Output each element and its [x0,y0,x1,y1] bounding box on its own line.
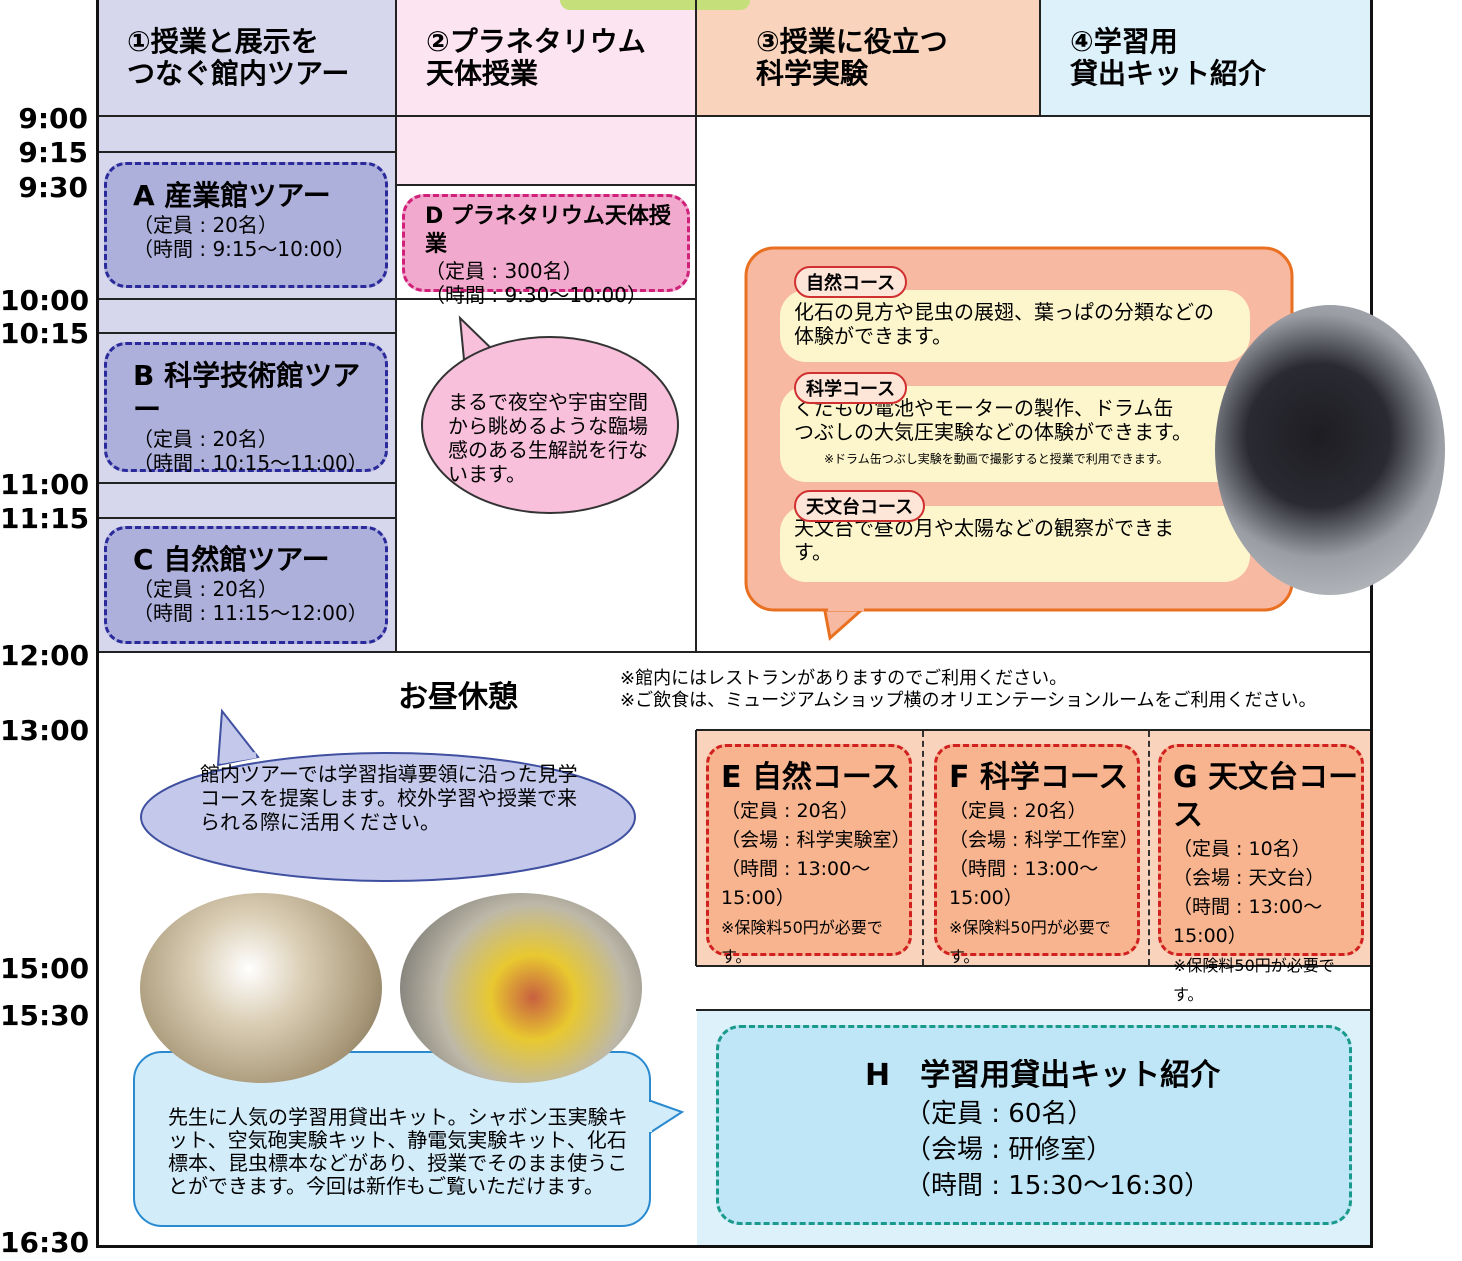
time: 16:30 [0,1226,90,1259]
line [695,0,697,652]
tour-capacity: （定員 : 20名） [133,427,278,451]
tour-title: C 自然館ツアー [133,543,330,576]
speech-bubble-shape [133,1051,685,1227]
tour-time: （時間 : 11:15～12:00） [133,601,368,625]
column-header: ②プラネタリウム 天体授業 [396,0,696,116]
decoration [560,0,750,10]
experiment-note: ※保険料50円が必要です。 [1173,956,1335,1004]
planetarium-bubble: まるで夜空や宇宙空間 から眺めるような臨場 感のある生解説を行な います。 [448,390,648,486]
lunch-notes: ※館内にはレストランがありますのでご利用ください。 ※ご飲食は、ミュージアムショッ… [620,668,1317,712]
experiment-venue: （会場 : 科学工作室） [949,829,1139,851]
experiment-capacity: （定員 : 20名） [949,800,1087,822]
tour-box: C 自然館ツアー （定員 : 20名） （時間 : 11:15～12:00） [104,526,388,644]
photo [400,893,642,1083]
line [396,184,696,186]
separator [1148,731,1150,965]
line [695,730,697,966]
line [1039,0,1041,116]
time: 15:00 [0,952,90,985]
experiment-time: （時間 : 13:00～15:00） [721,858,871,909]
experiment-note: ※保険料50円が必要です。 [721,918,883,966]
tour-time: （時間 : 10:15～11:00） [133,451,368,475]
experiment-time: （時間 : 13:00～15:00） [949,858,1099,909]
kit-venue: （会場 : 研修室） [905,1135,1113,1165]
lunch-note: ※館内にはレストランがありますのでご利用ください。 [620,668,1068,689]
time: 9:30 [18,171,88,204]
speech-bubble-shape [421,315,679,514]
course-name: 自然コース [794,266,908,298]
planetarium-title: D プラネタリウム天体授業 [425,204,671,257]
experiment-title: F 科学コース [949,760,1129,795]
separator [922,731,924,965]
line [97,651,1370,653]
experiment-box: E 自然コース （定員 : 20名） （会場 : 科学実験室） （時間 : 13… [706,744,912,966]
line [395,0,397,652]
tour-capacity: （定員 : 20名） [133,213,278,237]
experiment-venue: （会場 : 科学実験室） [721,829,911,851]
line [97,482,396,484]
time: 11:00 [0,468,90,501]
column-header: ④学習用 貸出キット紹介 [1040,0,1370,116]
experiment-title: G 天文台コース [1173,760,1359,833]
experiment-capacity: （定員 : 20名） [721,800,859,822]
time: 10:15 [0,317,90,350]
line [696,965,1370,967]
column-header: ③授業に役立つ 科学実験 [696,0,1040,116]
line [97,151,396,153]
planetarium-time: （時間 : 9:30～10:00） [425,283,648,307]
line [696,1009,1370,1011]
course-name: 科学コース [794,372,908,404]
planetarium-capacity: （定員 : 300名） [425,259,583,283]
kit-box: H 学習用貸出キット紹介 （定員 : 60名） （会場 : 研修室） （時間 :… [716,1025,1352,1225]
column-header: ①授業と展示を つなぐ館内ツアー [97,0,396,116]
tour-capacity: （定員 : 20名） [133,577,278,601]
time: 11:15 [0,502,90,535]
experiment-time: （時間 : 13:00～15:00） [1173,896,1323,947]
course-text: くだもの電池やモーターの製作、ドラム缶 つぶしの大気圧実験などの体験ができます。… [780,386,1250,482]
experiment-title: E 自然コース [721,760,901,795]
time: 9:00 [18,102,88,135]
kit-title: H 学習用貸出キット紹介 [865,1058,1221,1093]
lunch-note: ※ご飲食は、ミュージアムショップ横のオリエンテーションルームをご利用ください。 [620,690,1317,711]
speech-bubble-shape [140,708,636,882]
tour-box: B 科学技術館ツアー （定員 : 20名） （時間 : 10:15～11:00） [104,342,388,475]
kit-time: （時間 : 15:30～16:30） [905,1171,1211,1201]
experiment-box: G 天文台コース （定員 : 10名） （会場 : 天文台） （時間 : 13:… [1158,744,1364,1004]
tour-title: B 科学技術館ツアー [133,359,361,426]
course-name: 天文台コース [794,490,926,522]
experiment-note: ※保険料50円が必要です。 [949,918,1111,966]
tour-time: （時間 : 9:15～10:00） [133,237,356,261]
experiment-box: F 科学コース （定員 : 20名） （会場 : 科学工作室） （時間 : 13… [934,744,1140,966]
photo [140,893,382,1083]
tour-title: A 産業館ツアー [133,179,331,212]
experiment-capacity: （定員 : 10名） [1173,838,1311,860]
line [97,115,1370,117]
course-text: 化石の見方や昆虫の展翅、葉っぱの分類などの 体験ができます。 [780,290,1250,362]
experiment-venue: （会場 : 天文台） [1173,867,1325,889]
kit-bubble: 先生に人気の学習用貸出キット。シャボン玉実験キ ット、空気砲実験キット、静電気実… [168,1105,628,1198]
course-text: くだもの電池やモーターの製作、ドラム缶 つぶしの大気圧実験などの体験ができます。 [794,396,1192,444]
photo [1215,305,1445,595]
line [696,729,1370,731]
frame [96,0,1373,1248]
tour-bubble: 館内ツアーでは学習指導要領に沿った見学 コースを提案します。校外学習や授業で来 … [200,762,578,834]
line [97,332,396,334]
time: 9:15 [18,136,88,169]
tour-box: A 産業館ツアー （定員 : 20名） （時間 : 9:15～10:00） [104,162,388,288]
time: 13:00 [0,714,90,747]
column-background [396,116,696,185]
time: 12:00 [0,639,90,672]
kit-capacity: （定員 : 60名） [905,1099,1094,1129]
planetarium-box: D プラネタリウム天体授業 （定員 : 300名） （時間 : 9:30～10:… [402,194,690,307]
lunch-title: お昼休憩 [398,680,518,715]
time: 10:00 [0,284,90,317]
line [97,517,396,519]
time: 15:30 [0,999,90,1032]
course-note: ※ドラム缶つぶし実験を動画で撮影すると授業で利用できます。 [824,452,1169,466]
